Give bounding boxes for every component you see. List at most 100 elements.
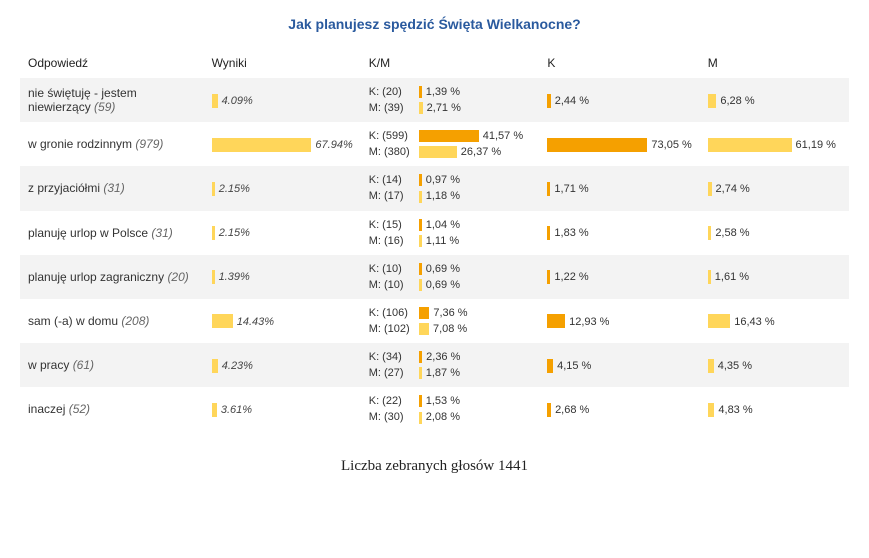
km-k-bar (419, 219, 422, 231)
answer-label: planuję urlop zagraniczny (28, 270, 164, 284)
km-k-row: K: (14)0,97 % (369, 172, 532, 188)
km-k-bar (419, 130, 479, 142)
answer-label: w pracy (28, 358, 69, 372)
table-row: w pracy (61)4.23%K: (34)2,36 %M: (27)1,8… (20, 343, 849, 387)
table-row: z przyjaciółmi (31) 2.15% K: (14)0,97 %M: … (20, 166, 849, 210)
wyniki-bar (212, 359, 218, 373)
km-m-value: 1,87 % (426, 367, 460, 379)
m-bar (708, 182, 712, 196)
km-m-row: M: (27)1,87 % (369, 365, 532, 381)
m-value: 16,43 % (734, 315, 774, 327)
km-m-bar (419, 279, 422, 291)
km-cell: K: (10)0,69 %M: (10)0,69 % (361, 255, 540, 299)
km-m-row: M: (380)26,37 % (369, 144, 532, 160)
m-bar (708, 94, 717, 108)
table-row: planuję urlop w Polsce (31)2.15%K: (15)1… (20, 211, 849, 255)
k-cell: 2,44 % (539, 78, 699, 122)
m-value: 1,61 % (715, 271, 749, 283)
km-m-label: M: (17) (369, 188, 419, 204)
m-value: 2,58 % (715, 227, 749, 239)
wyniki-cell: 2.15% (204, 211, 361, 255)
km-k-label: K: (14) (369, 172, 419, 188)
km-k-value: 1,53 % (426, 395, 460, 407)
wyniki-value: 2.15% (219, 183, 250, 195)
m-cell: 2,58 % (700, 211, 849, 255)
km-m-label: M: (102) (369, 321, 419, 337)
answer-count: (31) (103, 181, 124, 195)
answer-cell: inaczej (52) (20, 387, 204, 431)
wyniki-value: 2.15% (219, 227, 250, 239)
wyniki-value: 1.39% (219, 271, 250, 283)
poll-title: Jak planujesz spędzić Święta Wielkanocne… (20, 16, 849, 32)
wyniki-bar (212, 270, 215, 284)
km-cell: K: (22)1,53 %M: (30)2,08 % (361, 387, 540, 431)
wyniki-cell: 4.09% (204, 78, 361, 122)
answer-label: z przyjaciółmi (28, 181, 100, 195)
k-value: 4,15 % (557, 360, 591, 372)
wyniki-bar (212, 182, 215, 196)
km-m-bar (419, 367, 422, 379)
k-value: 1,22 % (554, 271, 588, 283)
km-k-value: 41,57 % (483, 130, 523, 142)
km-k-value: 1,04 % (426, 219, 460, 231)
wyniki-bar (212, 226, 215, 240)
wyniki-cell: 14.43% (204, 299, 361, 343)
km-m-row: M: (102)7,08 % (369, 321, 532, 337)
wyniki-cell: 4.23% (204, 343, 361, 387)
m-bar (708, 359, 714, 373)
km-k-value: 1,39 % (426, 86, 460, 98)
answer-cell: sam (-a) w domu (208) (20, 299, 204, 343)
km-k-bar (419, 395, 422, 407)
km-m-value: 1,18 % (426, 191, 460, 203)
m-bar (708, 226, 712, 240)
m-bar (708, 314, 730, 328)
km-k-label: K: (34) (369, 349, 419, 365)
wyniki-value: 67.94% (315, 139, 352, 151)
km-k-value: 2,36 % (426, 351, 460, 363)
k-bar (547, 314, 565, 328)
k-cell: 1,83 % (539, 211, 699, 255)
k-cell: 1,22 % (539, 255, 699, 299)
k-value: 73,05 % (651, 139, 691, 151)
km-cell: K: (599)41,57 %M: (380)26,37 % (361, 122, 540, 166)
km-m-bar (419, 146, 457, 158)
km-m-value: 2,71 % (427, 102, 461, 114)
wyniki-value: 4.09% (222, 95, 253, 107)
km-m-row: M: (39) 2,71 % (369, 100, 532, 116)
km-k-bar (419, 174, 422, 186)
km-k-label: K: (20) (369, 84, 419, 100)
m-value: 2,74 % (716, 183, 750, 195)
table-row: planuję urlop zagraniczny (20) 1.39% K: (1… (20, 255, 849, 299)
k-cell: 1,71 % (539, 166, 699, 210)
km-cell: K: (20) 1,39 % M: (39) 2,71 % (361, 78, 540, 122)
km-k-label: K: (106) (369, 305, 419, 321)
k-value: 1,83 % (554, 227, 588, 239)
vote-count-footer: Liczba zebranych głosów 1441 (20, 458, 849, 475)
km-k-row: K: (15)1,04 % (369, 217, 532, 233)
header-m: M (700, 50, 849, 78)
km-m-bar (419, 191, 422, 203)
km-k-row: K: (106) 7,36 % (369, 305, 532, 321)
answer-cell: planuję urlop zagraniczny (20) (20, 255, 204, 299)
km-m-row: M: (16)1,11 % (369, 233, 532, 249)
answer-count: (59) (94, 100, 115, 114)
m-value: 6,28 % (720, 95, 754, 107)
wyniki-value: 14.43% (237, 315, 274, 327)
km-k-row: K: (10)0,69 % (369, 261, 532, 277)
km-m-value: 2,08 % (426, 412, 460, 424)
wyniki-value: 3.61% (221, 404, 252, 416)
answer-count: (208) (121, 314, 149, 328)
km-k-value: 7,36 % (433, 307, 467, 319)
wyniki-cell: 1.39% (204, 255, 361, 299)
k-bar (547, 359, 553, 373)
m-bar (708, 403, 715, 417)
wyniki-bar (212, 403, 217, 417)
km-m-label: M: (10) (369, 277, 419, 293)
wyniki-bar (212, 94, 218, 108)
km-m-label: M: (39) (369, 100, 419, 116)
k-bar (547, 182, 550, 196)
k-bar (547, 94, 550, 108)
k-cell: 73,05 % (539, 122, 699, 166)
header-km: K/M (361, 50, 540, 78)
km-m-label: M: (380) (369, 144, 419, 160)
